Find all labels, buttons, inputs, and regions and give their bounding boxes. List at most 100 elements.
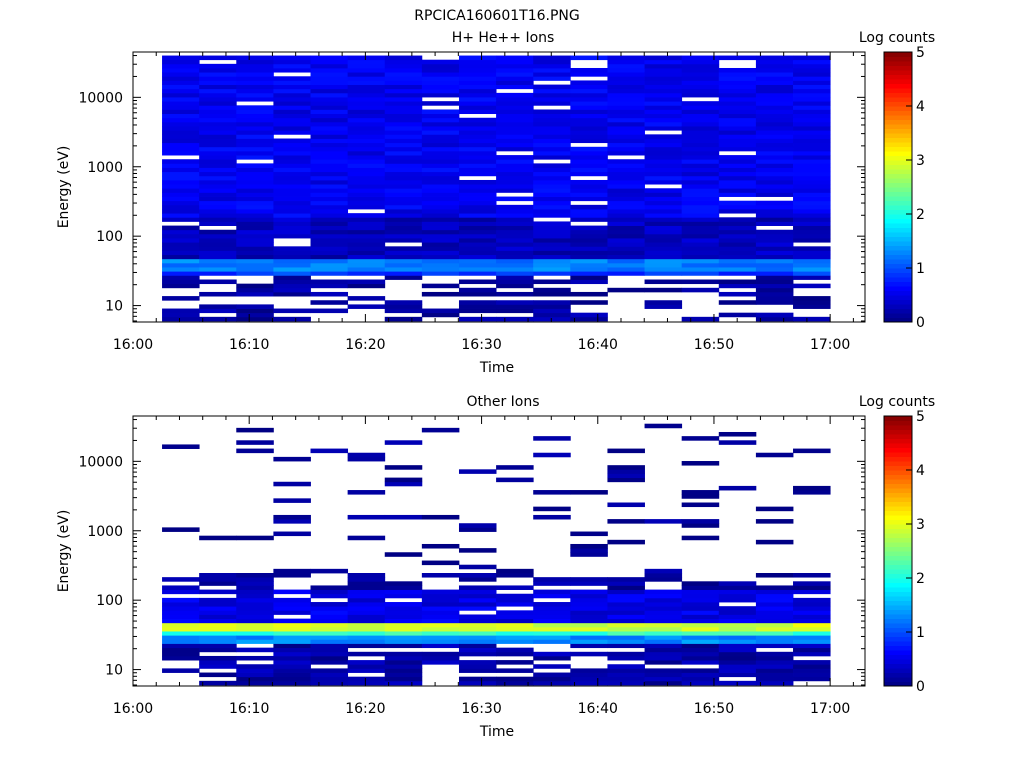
spectrogram-cell [162,622,200,628]
spectrogram-cell [421,631,460,636]
spectrogram-cell [273,498,311,503]
spectrogram-cell [162,142,200,148]
spectrogram-cell [310,250,349,256]
colorbar-tick-label: 3 [916,517,925,533]
spectrogram-cell [421,560,460,566]
spectrogram-cell [607,175,645,181]
spectrogram-cell [384,221,423,226]
spectrogram-cell [421,514,460,520]
spectrogram-cell [681,163,720,168]
spectrogram-cell [421,308,460,314]
spectrogram-cell [384,267,423,272]
spectrogram-cell [347,72,386,77]
spectrogram-cell [310,150,349,156]
spectrogram-cell [273,101,311,106]
spectrogram-cell [236,242,274,247]
colorbar-segment [884,636,912,642]
spectrogram-cell [793,97,831,102]
spectrogram-cell [421,92,460,98]
spectrogram-cell [421,146,460,152]
spectrogram-cell [718,76,757,81]
spectrogram-cell [496,233,534,239]
spectrogram-cell [421,138,460,144]
spectrogram-cell [607,626,645,632]
spectrogram-cell [421,196,460,202]
spectrogram-cell [384,618,423,624]
spectrogram-cell [421,159,460,164]
spectrogram-cell [310,672,349,678]
spectrogram-cell [162,204,200,210]
colorbar-segment [884,533,912,538]
spectrogram-cell [681,76,720,81]
spectrogram-cell [755,664,794,669]
colorbar-segment [884,133,912,138]
spectrogram-cell [384,200,423,206]
spectrogram-cell [199,63,237,69]
spectrogram-cell [755,262,794,268]
spectrogram-cell [310,109,349,115]
spectrogram-cell [199,163,237,168]
spectrogram-cell [644,626,683,632]
spectrogram-cell [236,126,274,131]
spectrogram-cell [199,262,237,268]
spectrogram-cell [199,67,237,73]
spectrogram-cell [681,142,720,148]
spectrogram-cell [347,59,386,65]
spectrogram-cell [236,179,274,185]
spectrogram-cell [681,519,720,524]
spectrogram-cell [533,63,571,69]
colorbar-segment [884,488,912,493]
spectrogram-cell [718,651,757,657]
spectrogram-cell [496,163,534,168]
spectrogram-cell [347,271,386,276]
spectrogram-cell [421,635,460,640]
colorbar-segment [884,259,912,264]
spectrogram-cell [496,593,534,599]
spectrogram-cell [421,614,460,620]
spectrogram-cell [644,267,683,272]
spectrogram-cell [199,672,237,678]
colorbar-segment [884,510,912,516]
spectrogram-cell [458,238,497,243]
spectrogram-cell [755,150,794,156]
spectrogram-cell [162,444,200,449]
spectrogram-cell [421,101,460,106]
spectrogram-cell [644,204,683,210]
spectrogram-cell [755,238,794,243]
spectrogram-cell [533,175,571,181]
spectrogram-cell [310,271,349,276]
spectrogram-cell [347,581,386,586]
spectrogram-cell [162,138,200,144]
colorbar-segment [884,501,912,507]
spectrogram-cell [533,225,571,231]
spectrogram-cell [236,117,274,123]
spectrogram-cell [533,72,571,77]
spectrogram-cell [162,84,200,90]
spectrogram-cell [273,643,311,649]
spectrogram-cell [199,196,237,202]
spectrogram-cell [793,167,831,173]
spectrogram-cell [384,680,423,686]
spectrogram-cell [755,88,794,94]
spectrogram-cell [347,171,386,177]
spectrogram-cell [347,573,386,578]
spectrogram-cell [384,316,423,322]
spectrogram-cell [347,651,386,657]
spectrogram-cell [273,647,311,653]
spectrogram-cell [607,63,645,69]
spectrogram-cell [162,308,200,314]
spectrogram-cell [384,192,423,197]
spectrogram-cell [458,196,497,202]
spectrogram-cell [421,246,460,251]
spectrogram-cell [570,577,608,582]
spectrogram-cell [718,655,757,661]
spectrogram-cell [273,167,311,173]
spectrogram-cell [458,660,497,665]
spectrogram-cell [570,635,608,640]
spectrogram-cell [347,614,386,620]
spectrogram-cell [533,291,571,297]
spectrogram-cell [199,217,237,222]
spectrogram-cell [458,92,497,98]
spectrogram-cell [310,200,349,206]
spectrogram-cell [533,126,571,131]
